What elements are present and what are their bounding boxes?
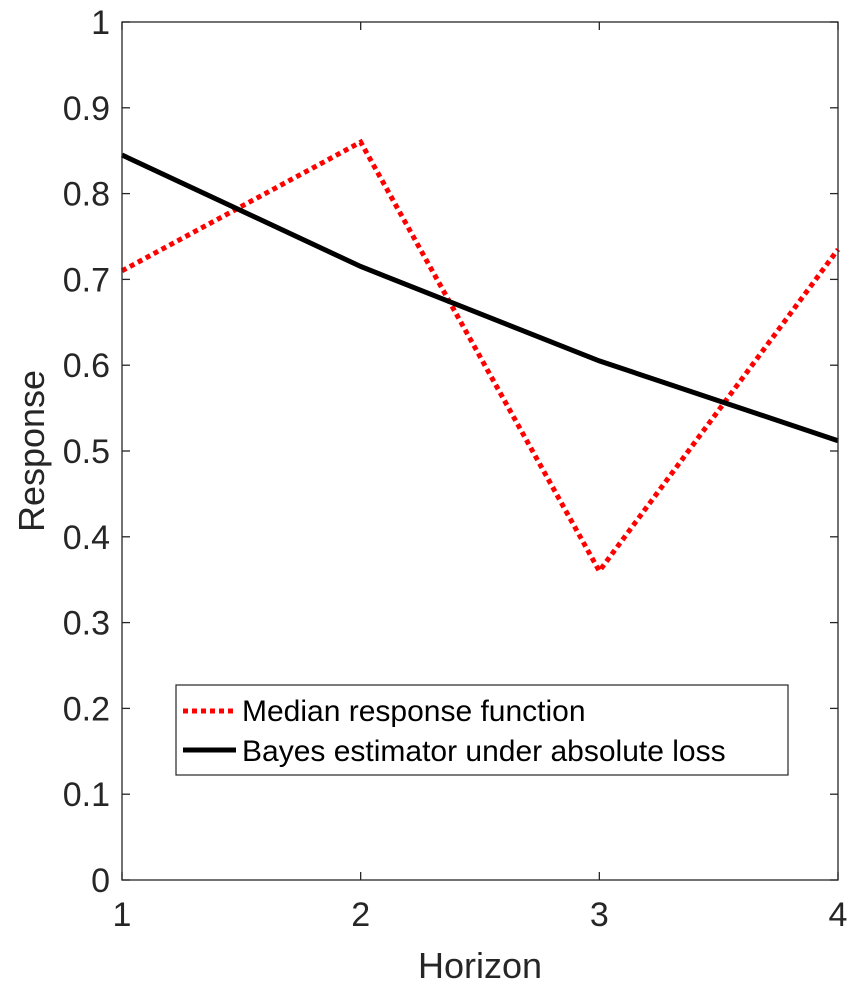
y-tick-label-3: 0.3 [63,605,110,643]
series-layer [120,138,841,576]
legend-label-median: Median response function [242,695,586,728]
y-tick-label-9: 0.9 [63,90,110,128]
ticks-layer: 1 2 3 4 0 0.1 0.2 0.3 0.4 0.5 0.6 0.7 0.8 0.9 1 [63,4,848,934]
x-tick-label-1: 2 [351,896,370,934]
x-tick-label-0: 1 [113,896,132,934]
y-tick-label-7: 0.7 [63,261,110,299]
legend-box [175,684,789,776]
series-line-0 [120,138,841,576]
legend-label-bayes: Bayes estimator under absolute loss [242,735,726,768]
y-tick-label-10: 1 [91,4,110,42]
y-tick-label-6: 0.6 [63,347,110,385]
y-tick-label-0: 0 [91,862,110,900]
y-axis-title: Response [11,370,52,532]
y-tick-label-1: 0.1 [63,776,110,814]
x-tick-label-2: 3 [590,896,609,934]
x-axis-title: Horizon [418,945,542,986]
y-tick-label-5: 0.5 [63,433,110,471]
legend: Median response function Bayes estimator… [175,684,789,776]
y-tick-label-2: 0.2 [63,690,110,728]
series-line-1 [120,152,839,444]
y-tick-label-4: 0.4 [63,519,110,557]
y-tick-label-8: 0.8 [63,176,110,214]
x-tick-label-3: 4 [829,896,848,934]
